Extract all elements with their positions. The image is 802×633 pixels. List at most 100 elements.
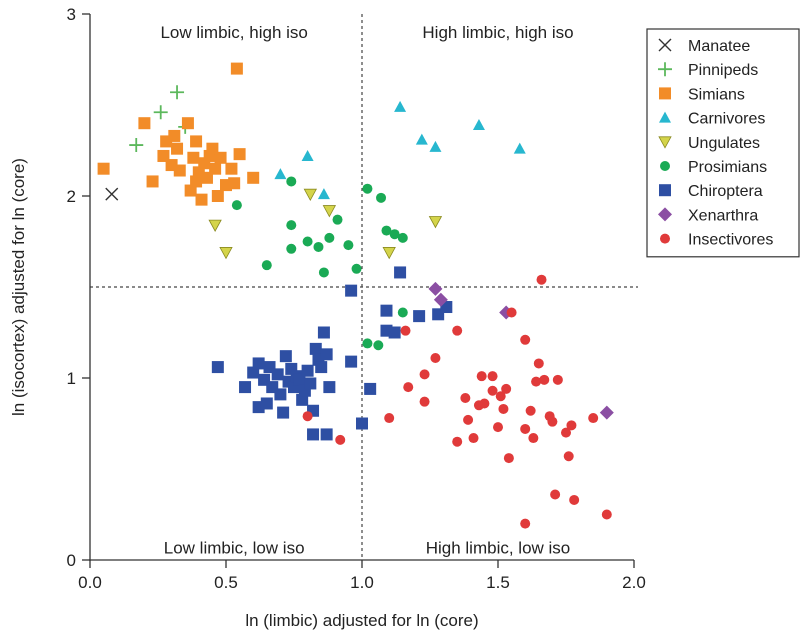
x-axis-title: ln (limbic) adjusted for ln (core)	[245, 611, 478, 630]
data-point	[335, 434, 346, 445]
data-point	[487, 385, 498, 396]
legend-marker	[658, 38, 672, 52]
data-point	[345, 355, 358, 368]
quadrant-label: Low limbic, low iso	[164, 538, 305, 557]
legend-marker	[658, 136, 672, 149]
data-point	[320, 348, 333, 361]
data-point	[279, 350, 292, 363]
data-point	[400, 325, 411, 336]
data-point	[563, 451, 574, 462]
data-point	[261, 260, 272, 271]
data-point	[313, 241, 324, 252]
data-point	[309, 342, 322, 355]
data-point	[506, 307, 517, 318]
quadrant-label: Low limbic, high iso	[160, 23, 307, 42]
data-point	[428, 281, 443, 296]
data-point	[380, 304, 393, 317]
data-point	[187, 151, 200, 164]
data-point	[356, 417, 368, 430]
data-point	[302, 236, 313, 247]
data-point	[533, 358, 544, 369]
data-point	[428, 216, 443, 229]
x-tick-label: 0.0	[78, 573, 102, 592]
data-point	[317, 326, 330, 339]
data-point	[307, 428, 320, 441]
y-tick-label: 0	[67, 551, 76, 570]
data-point	[233, 148, 246, 161]
data-point	[247, 366, 260, 379]
data-point	[322, 205, 337, 218]
data-point	[195, 193, 208, 206]
data-point	[129, 138, 144, 153]
axes: 0.0 0.5 1.0 1.5 2.0 0 1 2 3	[67, 5, 646, 592]
y-tick-label: 2	[67, 187, 76, 206]
data-point	[214, 151, 227, 164]
plot-area: Low limbic, high iso High limbic, high is…	[90, 14, 638, 560]
data-point	[430, 352, 441, 363]
data-point	[315, 361, 328, 374]
data-point	[277, 406, 290, 419]
data-point	[168, 129, 181, 142]
data-point	[433, 292, 448, 307]
data-point	[520, 423, 531, 434]
data-point	[561, 427, 571, 438]
data-point	[463, 414, 474, 425]
data-point	[403, 382, 414, 393]
x-tick-label: 0.5	[214, 573, 238, 592]
series-insectivores	[302, 274, 612, 529]
data-point	[498, 403, 509, 414]
data-point	[157, 149, 170, 162]
data-point	[301, 364, 314, 377]
x-tick-label: 1.5	[486, 573, 510, 592]
data-point	[476, 371, 487, 382]
data-point	[472, 119, 485, 131]
data-point	[271, 368, 284, 381]
data-point	[382, 247, 396, 260]
data-point	[528, 433, 539, 444]
data-point	[286, 176, 297, 187]
data-point	[452, 436, 463, 447]
data-point	[493, 422, 503, 433]
data-point	[230, 62, 243, 75]
legend-label: Simians	[688, 86, 745, 103]
data-point	[345, 284, 358, 297]
data-point	[362, 183, 373, 194]
data-point	[452, 325, 463, 336]
data-point	[105, 187, 119, 201]
legend-label: Prosimians	[688, 159, 767, 176]
data-point	[487, 371, 498, 382]
data-point	[397, 307, 408, 318]
series-manatee	[105, 187, 119, 201]
data-point	[171, 142, 184, 155]
data-point	[394, 266, 407, 279]
x-tick-label: 2.0	[622, 573, 646, 592]
legend-marker	[659, 87, 671, 100]
data-point	[211, 361, 224, 374]
legend-label: Manatee	[688, 38, 750, 55]
data-point	[274, 168, 287, 180]
legend-marker	[658, 207, 672, 222]
data-point	[531, 376, 542, 387]
series-simians	[97, 62, 260, 206]
data-point	[351, 263, 362, 274]
data-point	[539, 374, 550, 385]
data-point	[320, 428, 333, 441]
data-point	[184, 184, 197, 197]
data-point	[211, 190, 224, 202]
data-point	[552, 374, 563, 385]
data-point	[208, 219, 222, 232]
data-point	[536, 274, 547, 285]
data-point	[302, 411, 313, 422]
legend-marker	[660, 161, 670, 171]
data-point	[239, 381, 252, 394]
legend-marker	[659, 111, 671, 123]
data-point	[170, 85, 185, 100]
data-point	[318, 267, 329, 278]
data-point	[303, 188, 317, 202]
data-point	[520, 334, 531, 345]
data-point	[520, 518, 531, 529]
data-point	[252, 357, 265, 370]
data-point	[495, 391, 506, 402]
data-point	[231, 200, 242, 211]
